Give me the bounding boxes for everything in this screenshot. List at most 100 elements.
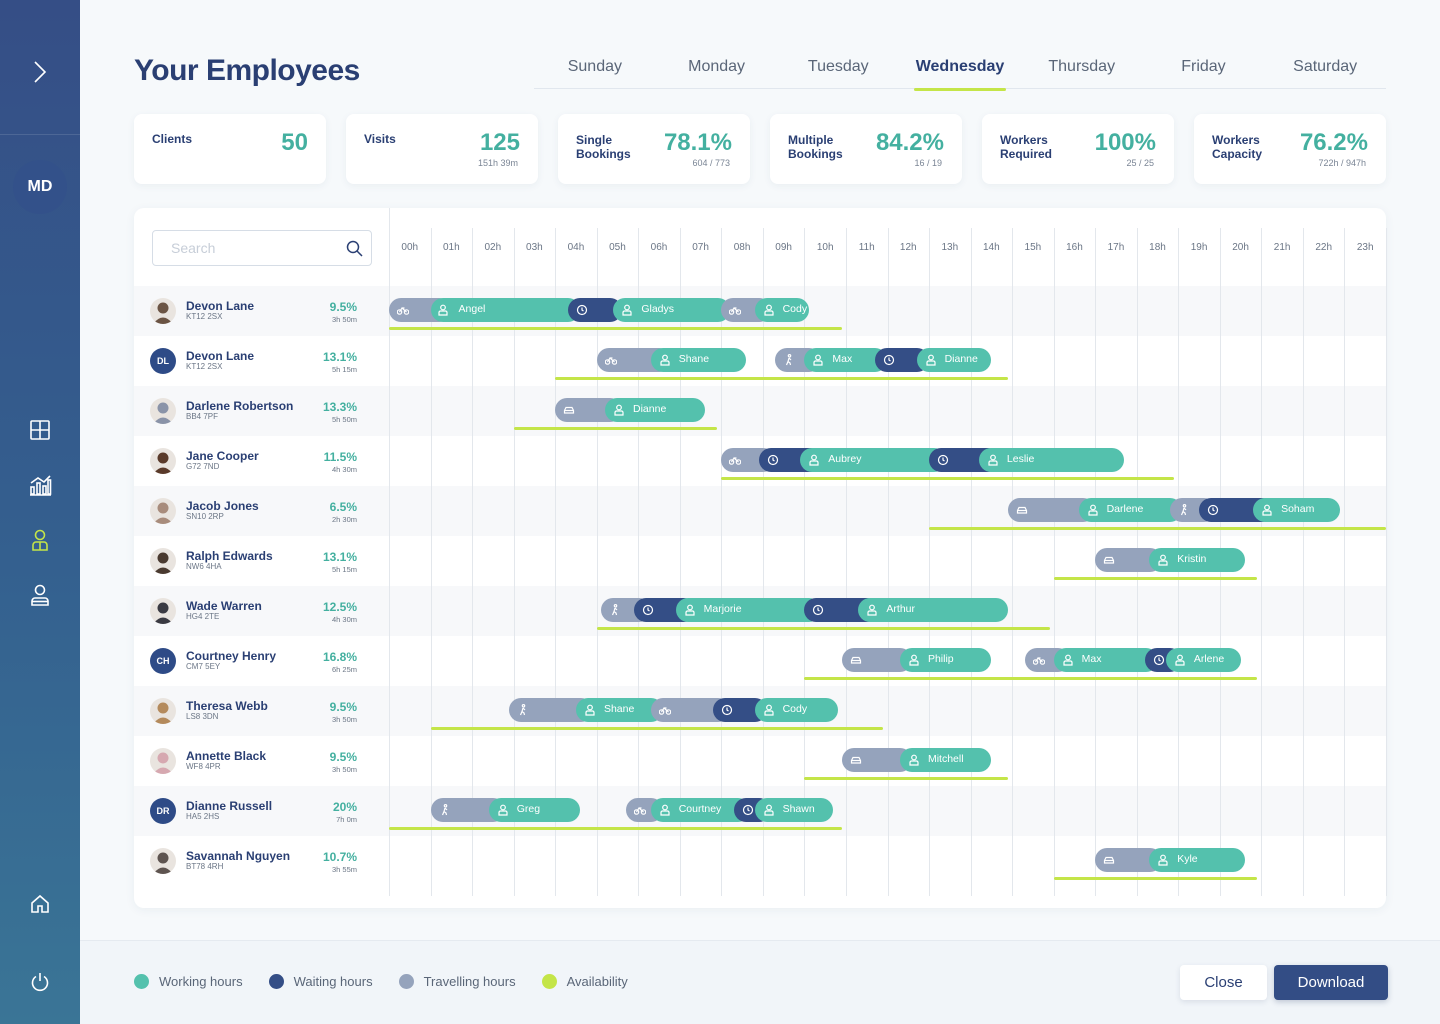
employee-percent: 9.5% <box>329 750 357 764</box>
sidebar-item-analytics[interactable] <box>0 471 80 499</box>
visit-block[interactable]: Angel <box>430 298 581 322</box>
avatar: CH <box>150 648 176 674</box>
bike-icon <box>633 807 646 815</box>
clock-icon <box>642 604 654 616</box>
visit-block[interactable]: Darlene <box>1078 498 1183 522</box>
employee-postcode: HA5 2HS <box>186 812 220 821</box>
employee-info[interactable]: DR Dianne Russell HA5 2HS 20% 7h 0m <box>150 786 370 836</box>
employee-percent: 20% <box>332 800 357 814</box>
hour-gridline <box>679 228 681 896</box>
visit-block[interactable]: Shane <box>650 348 747 372</box>
employee-info[interactable]: Annette Black WF8 4PR 9.5% 3h 50m <box>150 736 370 786</box>
hour-gridline <box>1053 228 1055 896</box>
availability-line <box>596 627 1050 630</box>
visit-block[interactable]: Greg <box>488 798 581 822</box>
employee-info[interactable]: DL Devon Lane KT12 2SX 13.1% 5h 15m <box>150 336 370 386</box>
employee-info[interactable]: CH Courtney Henry CM7 5EY 16.8% 6h 25m <box>150 636 370 686</box>
employee-info[interactable]: Wade Warren HG4 2TE 12.5% 4h 30m <box>150 586 370 636</box>
stat-subvalue: 604 / 773 <box>692 158 730 168</box>
employee-info[interactable]: Jane Cooper G72 7ND 11.5% 4h 30m <box>150 436 370 486</box>
hour-gridline <box>721 228 723 896</box>
download-button[interactable]: Download <box>1274 965 1388 1000</box>
employee-percent: 11.5% <box>323 450 357 464</box>
search-icon[interactable] <box>346 240 363 257</box>
employee-info[interactable]: Jacob Jones SN10 2RP 6.5% 2h 30m <box>150 486 370 536</box>
visit-block[interactable]: Shawn <box>754 798 834 822</box>
visit-block[interactable]: Kristin <box>1149 548 1245 572</box>
stat-label: Required <box>1000 147 1053 161</box>
tab-sunday[interactable]: Sunday <box>567 58 622 75</box>
visit-block[interactable]: Max <box>804 348 888 372</box>
sidebar-item-clients[interactable] <box>0 581 80 609</box>
hour-label: 12h <box>899 242 917 253</box>
visit-block[interactable]: Mitchell <box>899 748 992 772</box>
client-name: Mitchell <box>927 753 964 765</box>
clock-icon <box>937 454 949 466</box>
visit-block[interactable]: Kyle <box>1149 848 1245 872</box>
availability-line <box>804 777 1008 780</box>
stat-card: Visits 125 151h 39m <box>346 114 538 184</box>
user-avatar[interactable]: MD <box>13 160 67 214</box>
employee-percent: 10.7% <box>322 850 357 864</box>
person-icon <box>925 354 936 366</box>
expand-sidebar-button[interactable] <box>0 52 80 92</box>
tab-saturday[interactable]: Saturday <box>1293 58 1358 75</box>
employee-postcode: LS8 3DN <box>186 712 219 721</box>
stat-label: Single <box>576 133 613 147</box>
visit-block[interactable]: Soham <box>1253 498 1341 522</box>
close-button[interactable]: Close <box>1180 965 1267 1000</box>
footer-divider <box>80 940 1440 941</box>
employee-info[interactable]: Devon Lane KT12 2SX 9.5% 3h 50m <box>150 286 370 336</box>
sidebar-item-home[interactable] <box>0 890 80 918</box>
employee-postcode: BT78 4RH <box>186 862 224 871</box>
tab-monday[interactable]: Monday <box>688 58 746 75</box>
employee-info[interactable]: Theresa Webb LS8 3DN 9.5% 3h 50m <box>150 686 370 736</box>
visit-block[interactable]: Arthur <box>858 598 1008 622</box>
clock-icon <box>1153 654 1165 666</box>
visit-block[interactable]: Cody <box>754 698 838 722</box>
visit-block[interactable]: Courtney <box>650 798 751 822</box>
waiting-block[interactable] <box>567 298 622 322</box>
employee-info[interactable]: Darlene Robertson BB4 7PF 13.3% 5h 50m <box>150 386 370 436</box>
sidebar-item-dashboard[interactable] <box>0 416 80 444</box>
search-input[interactable] <box>153 231 333 265</box>
employees-icon <box>32 529 48 551</box>
tab-friday[interactable]: Friday <box>1181 58 1226 75</box>
tab-tuesday[interactable]: Tuesday <box>807 58 869 75</box>
grid-icon <box>30 420 50 440</box>
employee-name: Darlene Robertson <box>186 399 294 413</box>
tab-thursday[interactable]: Thursday <box>1048 58 1116 75</box>
client-name: Kyle <box>1177 853 1198 865</box>
logout-button[interactable] <box>0 968 80 996</box>
avatar: DL <box>150 348 176 374</box>
hour-label: 17h <box>1107 242 1125 253</box>
sidebar-item-employees[interactable] <box>0 526 80 554</box>
visit-block[interactable]: Arlene <box>1165 648 1241 672</box>
employee-name: Dianne Russell <box>186 799 273 813</box>
visit-block[interactable]: Gladys <box>613 298 730 322</box>
availability-line <box>513 427 718 430</box>
hour-label: 06h <box>650 242 668 253</box>
visit-block[interactable]: Dianne <box>916 348 992 372</box>
employee-info[interactable]: Ralph Edwards NW6 4HA 13.1% 5h 15m <box>150 536 370 586</box>
hour-label: 14h <box>983 242 1000 253</box>
visit-block[interactable]: Cody <box>754 298 809 322</box>
client-name: Soham <box>1281 503 1315 515</box>
stats-row: Clients 50 Visits 125 151h 39m Single Bookings… <box>134 114 1386 184</box>
availability-line <box>1053 877 1258 880</box>
visit-block[interactable]: Marjorie <box>675 598 822 622</box>
tab-wednesday[interactable]: Wednesday <box>899 58 1021 91</box>
stat-card: Multiple Bookings 84.2% 16 / 19 <box>770 114 962 184</box>
employee-name: Devon Lane <box>186 349 255 363</box>
visit-block[interactable]: Leslie <box>978 448 1125 472</box>
hour-label: 19h <box>1190 242 1208 253</box>
visit-block[interactable]: Dianne <box>605 398 705 422</box>
client-name: Darlene <box>1106 503 1144 515</box>
bike-icon <box>729 307 742 315</box>
employee-info[interactable]: Savannah Nguyen BT78 4RH 10.7% 3h 55m <box>150 836 370 886</box>
visit-block[interactable]: Philip <box>899 648 992 672</box>
visit-block[interactable]: Shane <box>575 698 664 722</box>
client-name: Greg <box>516 803 541 815</box>
visit-block[interactable]: Max <box>1053 648 1158 672</box>
visit-block[interactable]: Aubrey <box>800 448 946 472</box>
